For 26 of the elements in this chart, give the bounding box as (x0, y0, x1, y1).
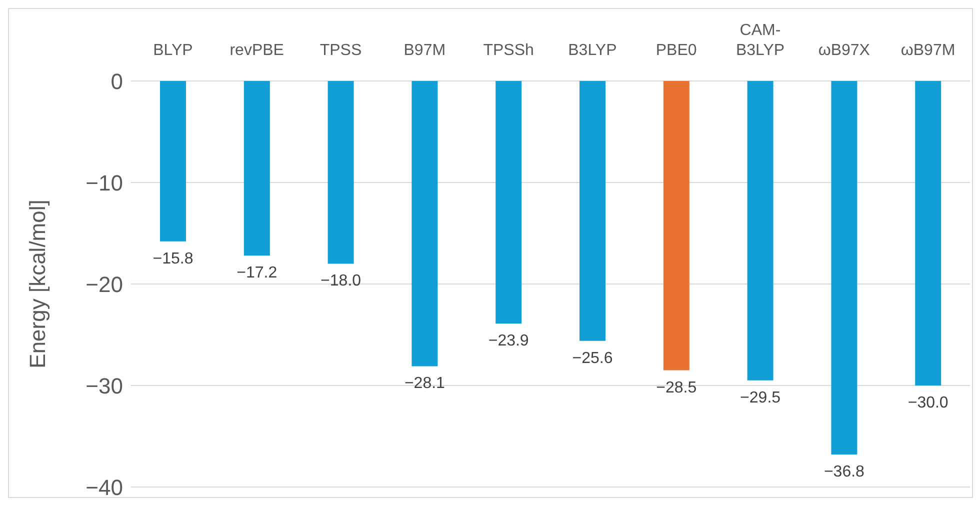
data-label: −30.0 (908, 394, 948, 412)
data-label: −15.8 (152, 250, 194, 268)
x-tick-label: TPSS (320, 42, 362, 59)
x-tick-label: ωB97M (900, 42, 956, 59)
x-tick-label: ωB97X (818, 42, 870, 59)
x-tick-label: PBE0 (656, 42, 697, 59)
x-tick-label: B3LYP (568, 42, 617, 59)
x-tick-label: BLYP (153, 42, 193, 59)
y-tick-label: −30 (86, 373, 123, 398)
x-tick-label: B97M (404, 42, 446, 59)
data-label: −17.2 (236, 264, 278, 282)
y-tick-label: −10 (86, 170, 123, 196)
data-label: −29.5 (740, 389, 781, 406)
data-label: −25.6 (572, 350, 613, 367)
x-tick-label: revPBE (230, 42, 284, 59)
y-tick-label: 0 (110, 68, 123, 94)
data-label: −18.0 (320, 272, 362, 290)
data-label: −28.1 (404, 375, 446, 392)
x-tick-label: TPSSh (483, 42, 534, 59)
x-tick-label: CAM-B3LYP (736, 22, 785, 59)
y-tick-label: −40 (86, 474, 123, 500)
data-label: −28.5 (656, 379, 697, 396)
data-label: −23.9 (488, 332, 529, 350)
y-tick-label: −20 (86, 272, 123, 297)
data-label: −36.8 (824, 464, 865, 481)
y-axis-title: Energy [kcal/mol] (24, 200, 50, 368)
